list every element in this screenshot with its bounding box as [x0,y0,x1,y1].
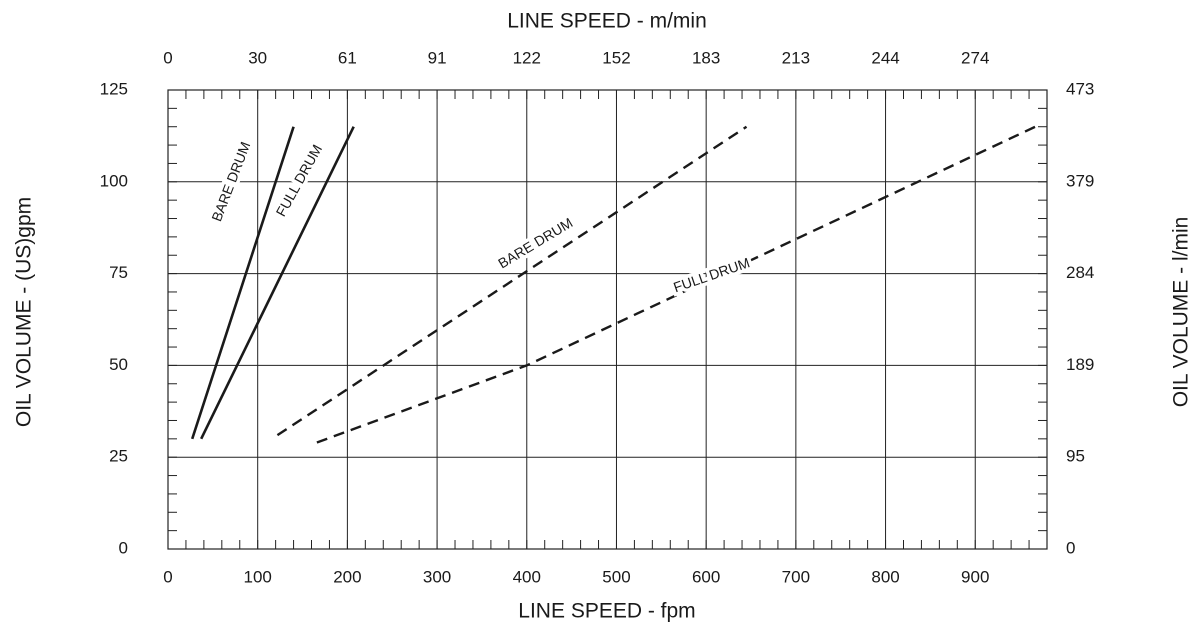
series-line-full-drum-dashed [316,125,1036,444]
y-tick-label-left: 25 [109,447,128,466]
x-tick-label-top: 244 [871,48,899,67]
x-axis-title-top: LINE SPEED - m/min [507,10,707,33]
x-tick-label-bottom: 100 [244,567,272,586]
x-tick-label-top: 152 [602,48,630,67]
x-tick-label-bottom: 800 [871,567,899,586]
tick-layer [168,90,1047,549]
x-tick-label-top: 0 [163,48,172,67]
x-tick-label-bottom: 900 [961,567,989,586]
x-tick-label-top: 213 [782,48,810,67]
y-tick-label-right: 473 [1066,79,1094,98]
plot-frame [167,89,1048,550]
x-tick-label-bottom: 0 [163,567,172,586]
series-layer [190,125,1036,444]
grid-layer [168,90,1047,549]
x-tick-label-top: 30 [248,48,267,67]
x-tick-label-top: 61 [338,48,357,67]
y-tick-label-right: 284 [1066,263,1094,282]
x-tick-label-bottom: 400 [513,567,541,586]
x-tick-label-bottom: 600 [692,567,720,586]
x-tick-label-bottom: 300 [423,567,451,586]
x-tick-label-top: 122 [513,48,541,67]
x-tick-label-bottom: 500 [602,567,630,586]
series-line-bare-drum-dashed [276,125,748,437]
y-tick-label-left: 125 [100,79,128,98]
y-axis-title-right: OIL VOLUME - l/min [1170,217,1193,408]
y-tick-label-left: 75 [109,263,128,282]
x-tick-label-top: 183 [692,48,720,67]
y-tick-label-right: 95 [1066,447,1085,466]
x-tick-label-top: 91 [428,48,447,67]
series-label-full-drum-solid: FULL DRUM [273,142,326,219]
series-line-bare-drum-solid [190,126,295,440]
y-tick-label-right: 379 [1066,171,1094,190]
y-axis-title-left: OIL VOLUME - (US)gpm [13,197,36,427]
y-tick-label-left: 0 [119,538,128,557]
x-tick-label-top: 274 [961,48,989,67]
x-tick-label-bottom: 700 [782,567,810,586]
x-tick-label-bottom: 200 [333,567,361,586]
series-label-bare-drum-dashed: BARE DRUM [495,214,575,271]
y-tick-label-right: 0 [1066,538,1075,557]
y-tick-label-right: 189 [1066,355,1094,374]
series-line-full-drum-solid [200,126,355,440]
series-label-full-drum-dashed: FULL DRUM [671,254,751,295]
y-tick-label-left: 100 [100,171,128,190]
y-tick-label-left: 50 [109,355,128,374]
x-axis-title-bottom: LINE SPEED - fpm [518,600,695,623]
